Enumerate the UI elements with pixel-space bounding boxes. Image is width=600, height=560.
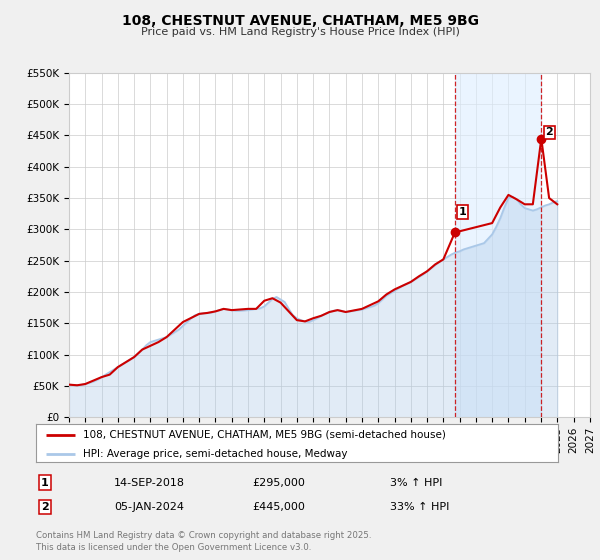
Text: 33% ↑ HPI: 33% ↑ HPI [390, 502, 449, 512]
Text: Contains HM Land Registry data © Crown copyright and database right 2025.
This d: Contains HM Land Registry data © Crown c… [36, 531, 371, 552]
Text: 2: 2 [41, 502, 49, 512]
Text: 14-SEP-2018: 14-SEP-2018 [114, 478, 185, 488]
Text: 1: 1 [459, 207, 467, 217]
Text: 108, CHESTNUT AVENUE, CHATHAM, ME5 9BG: 108, CHESTNUT AVENUE, CHATHAM, ME5 9BG [121, 14, 479, 28]
Text: Price paid vs. HM Land Registry's House Price Index (HPI): Price paid vs. HM Land Registry's House … [140, 27, 460, 37]
Text: 2: 2 [545, 128, 553, 137]
Text: £295,000: £295,000 [252, 478, 305, 488]
Text: 3% ↑ HPI: 3% ↑ HPI [390, 478, 442, 488]
Text: 1: 1 [41, 478, 49, 488]
Text: 108, CHESTNUT AVENUE, CHATHAM, ME5 9BG (semi-detached house): 108, CHESTNUT AVENUE, CHATHAM, ME5 9BG (… [83, 430, 446, 440]
Text: £445,000: £445,000 [252, 502, 305, 512]
Text: 05-JAN-2024: 05-JAN-2024 [114, 502, 184, 512]
Bar [455, 73, 541, 417]
Text: HPI: Average price, semi-detached house, Medway: HPI: Average price, semi-detached house,… [83, 449, 347, 459]
